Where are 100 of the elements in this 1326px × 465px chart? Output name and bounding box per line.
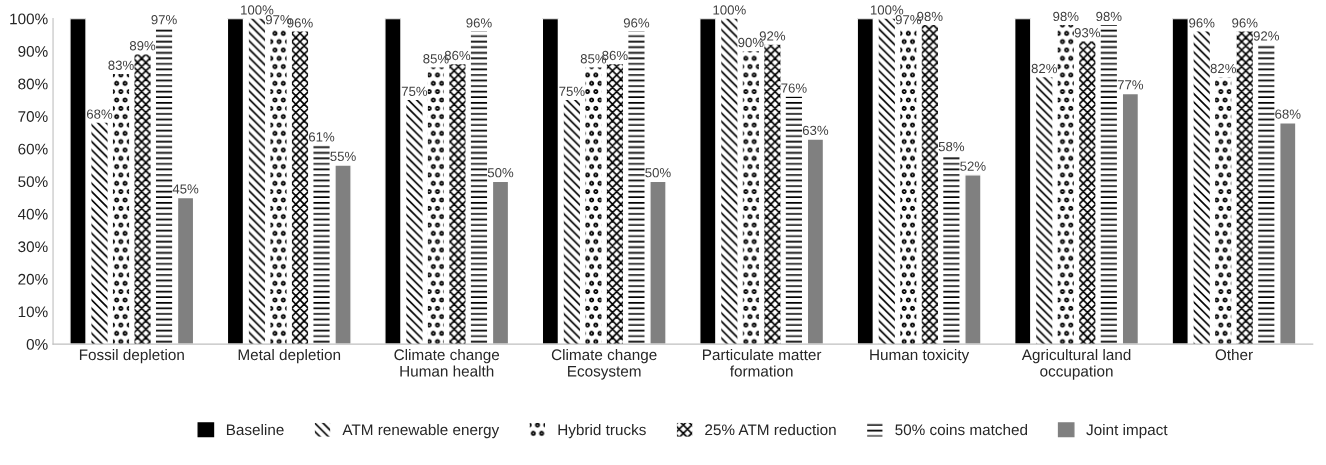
- bar: [1215, 77, 1232, 345]
- bar: [1013, 18, 1032, 345]
- data-label: 82%: [1031, 63, 1057, 74]
- data-label: 92%: [1253, 31, 1280, 41]
- y-tick-label: 90%: [18, 46, 48, 57]
- data-label: 61%: [308, 132, 335, 142]
- bar: [226, 18, 245, 345]
- bar: [91, 122, 108, 345]
- data-label: 96%: [466, 18, 492, 28]
- bar: [921, 25, 938, 345]
- y-tick-label: 40%: [17, 208, 48, 220]
- bar: [721, 18, 738, 345]
- bar: [541, 18, 560, 345]
- y-tick-label: 30%: [18, 241, 48, 253]
- y-tick-label: 20%: [18, 273, 48, 285]
- data-label: 96%: [1189, 18, 1215, 28]
- x-tick-label: Human toxicity: [870, 348, 970, 364]
- bar: [491, 180, 510, 345]
- legend-label: ATM renewable energy: [342, 423, 500, 439]
- bar: [1036, 77, 1053, 345]
- data-label: 75%: [559, 86, 585, 96]
- y-tick-label: 70%: [18, 111, 48, 122]
- legend-label: Baseline: [226, 423, 284, 436]
- x-tick-label: Climate change Ecosystem: [551, 348, 657, 380]
- bar: [806, 138, 825, 345]
- bar: [112, 73, 130, 345]
- bar: [155, 28, 173, 345]
- legend-label: 25% ATM reduction: [705, 423, 836, 436]
- data-label: 98%: [1053, 11, 1079, 22]
- bar: [291, 31, 309, 345]
- x-tick-label: Climate change Human health: [394, 348, 500, 377]
- data-label: 96%: [623, 18, 650, 28]
- bar: [900, 28, 917, 345]
- data-label: 82%: [1210, 63, 1236, 74]
- bar: [606, 64, 623, 345]
- data-label: 93%: [1074, 28, 1101, 38]
- bar: [406, 99, 423, 345]
- bar: [943, 155, 960, 345]
- data-label: 100%: [713, 5, 746, 15]
- bar: [764, 44, 781, 345]
- bar: [742, 51, 759, 345]
- bar: [427, 67, 445, 345]
- data-label: 52%: [960, 161, 986, 171]
- data-label: 68%: [1275, 109, 1301, 119]
- data-label: 55%: [330, 151, 356, 162]
- legend-label: Joint impact: [1086, 423, 1168, 439]
- data-label: 58%: [938, 141, 965, 152]
- bar: [628, 31, 645, 345]
- legend-label: 50% coins matched: [895, 423, 1028, 436]
- bar: [270, 28, 287, 345]
- data-label: 75%: [401, 86, 428, 96]
- data-label: 68%: [86, 109, 113, 119]
- bar: [878, 18, 895, 345]
- bar: [1279, 122, 1297, 345]
- data-label: 77%: [1117, 80, 1144, 90]
- y-tick-label: 0%: [26, 338, 48, 350]
- y-tick-label: 60%: [18, 143, 48, 155]
- bar: [964, 174, 982, 345]
- bar: [69, 18, 87, 345]
- data-label: 50%: [487, 168, 514, 178]
- y-tick-label: 50%: [18, 176, 48, 188]
- bar: [1171, 18, 1189, 345]
- x-tick-label: Other: [1215, 348, 1253, 361]
- bar: [384, 18, 402, 345]
- y-tick-label: 80%: [18, 78, 48, 90]
- bar: [1079, 41, 1096, 345]
- bar: [1100, 25, 1117, 345]
- data-label: 96%: [1232, 18, 1258, 28]
- x-tick-label: Fossil depletion: [79, 348, 184, 364]
- data-label: 76%: [781, 83, 807, 93]
- x-tick-label: Agricultural land occupation: [1021, 348, 1131, 380]
- bar: [470, 31, 488, 345]
- data-label: 63%: [802, 125, 829, 136]
- bar: [1236, 31, 1253, 345]
- bar: [313, 145, 330, 345]
- bar: [1121, 92, 1140, 345]
- data-label: 83%: [108, 60, 134, 70]
- bar: [585, 67, 602, 345]
- bar: [176, 196, 195, 345]
- data-label: 97%: [151, 15, 177, 25]
- x-tick-label: Particulate matter formation: [703, 348, 822, 377]
- bar: [134, 54, 151, 345]
- bar: [785, 96, 802, 345]
- bar: [563, 99, 580, 345]
- y-tick-label: 100%: [10, 13, 48, 25]
- bar: [1057, 25, 1074, 345]
- bar: [334, 164, 352, 345]
- bar: [1193, 31, 1210, 345]
- bar: [449, 64, 466, 345]
- legend-label: Hybrid trucks: [558, 423, 646, 439]
- bar: [649, 180, 667, 345]
- data-label: 45%: [172, 184, 199, 194]
- data-label: 100%: [870, 5, 904, 15]
- x-tick-label: Metal depletion: [238, 348, 341, 364]
- data-label: 50%: [645, 168, 671, 178]
- bar: [699, 18, 717, 345]
- bar: [856, 18, 875, 345]
- y-tick-label: 10%: [18, 306, 48, 318]
- data-label: 89%: [129, 41, 156, 51]
- data-label: 100%: [241, 5, 274, 15]
